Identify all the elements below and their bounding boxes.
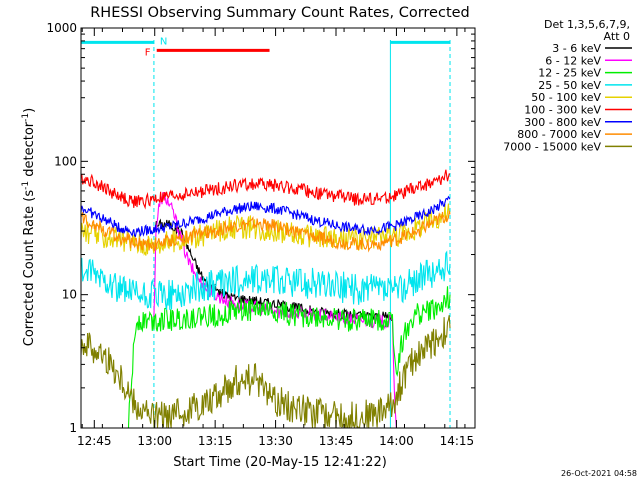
x-tick-label: 14:00 — [379, 434, 414, 448]
legend-entry-label: 800 - 7000 keV — [517, 128, 601, 141]
series-line — [81, 210, 451, 253]
y-axis-label-part: detector — [22, 121, 37, 181]
legend-entry-label: 6 - 12 keV — [545, 54, 601, 67]
y-axis-label-part: ) — [22, 108, 37, 113]
legend-entry-label: 12 - 25 keV — [538, 67, 601, 80]
y-axis-label-superscript: -1 — [21, 113, 31, 122]
series-line — [127, 286, 451, 428]
y-tick-label: 1 — [69, 421, 77, 435]
y-axis-label: Corrected Count Rate (s-1 detector-1) — [21, 108, 37, 346]
x-tick-label: 14:15 — [440, 434, 475, 448]
legend-entry-label: 25 - 50 keV — [538, 79, 601, 92]
series-line — [81, 203, 451, 256]
flare-marker-label: F — [145, 47, 151, 58]
series-line — [81, 195, 451, 238]
y-axis-label-superscript: -1 — [21, 181, 31, 190]
series-line — [81, 315, 451, 428]
legend-entry-label: 3 - 6 keV — [552, 42, 601, 55]
night-marker-label: N — [160, 36, 167, 47]
y-tick-label: 10 — [62, 288, 77, 302]
legend-header-2: Att 0 — [604, 30, 630, 43]
y-axis-label-part: Corrected Count Rate (s — [22, 190, 37, 347]
legend-entry-label: 300 - 800 keV — [524, 116, 601, 129]
series-line — [154, 218, 393, 323]
footer-timestamp: 26-Oct-2021 04:58 — [561, 469, 637, 478]
x-axis-label: Start Time (20-May-15 12:41:22) — [173, 455, 387, 470]
x-tick-label: 13:45 — [319, 434, 354, 448]
series-lines — [81, 169, 451, 428]
y-tick-label: 1000 — [46, 21, 77, 35]
series-line — [81, 169, 451, 210]
chart-title: RHESSI Observing Summary Count Rates, Co… — [90, 5, 470, 21]
x-tick-label: 13:00 — [137, 434, 172, 448]
legend-entry-label: 100 - 300 keV — [524, 104, 601, 117]
legend-entry-label: 7000 - 15000 keV — [503, 140, 601, 153]
x-tick-label: 13:15 — [198, 434, 233, 448]
x-tick-label: 12:45 — [77, 434, 112, 448]
plot-frame — [80, 27, 476, 429]
legend-header-1: Det 1,3,5,6,7,9, — [544, 18, 630, 31]
y-tick-label: 100 — [54, 154, 77, 168]
x-tick-label: 13:30 — [258, 434, 293, 448]
legend-entry-label: 50 - 100 keV — [531, 91, 601, 104]
axes: 1 10 100 1000 12:45 13:00 13:15 13:30 13:45 14:00… — [46, 21, 476, 448]
series-line — [81, 250, 451, 311]
